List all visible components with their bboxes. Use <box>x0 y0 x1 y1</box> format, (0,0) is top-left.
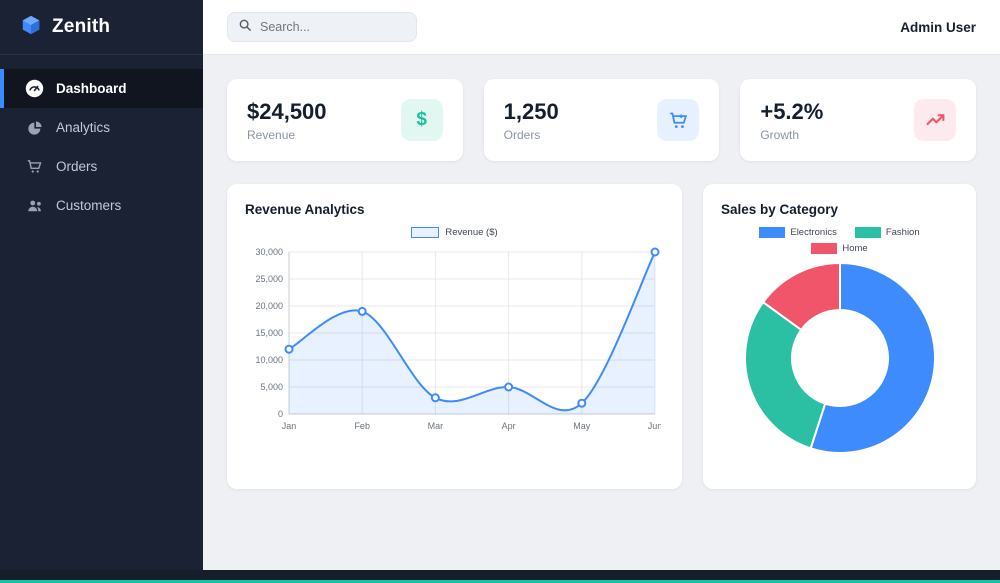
sidebar-nav: Dashboard Analytics <box>0 55 203 225</box>
legend-swatch <box>854 227 881 238</box>
svg-text:Mar: Mar <box>428 421 444 431</box>
dollar-icon: $ <box>400 99 443 141</box>
cart-icon <box>25 158 44 175</box>
revenue-label: Revenue <box>247 127 296 142</box>
legend-label: Revenue ($) <box>445 227 498 238</box>
svg-text:10,000: 10,000 <box>255 355 283 365</box>
donut-chart-title: Sales by Category <box>721 202 839 217</box>
stat-card-revenue: $24,500 Revenue $ <box>227 79 463 161</box>
brand-cube-icon <box>20 14 42 41</box>
donut-chart-wrap <box>721 258 958 458</box>
legend-swatch <box>411 227 440 238</box>
search-icon <box>238 18 252 37</box>
search-input[interactable] <box>260 20 400 34</box>
pie-chart-icon <box>25 120 44 136</box>
dashboard-gauge-icon <box>25 79 44 98</box>
footer-bar <box>0 570 1000 583</box>
stat-card-orders: 1,250 Orders <box>483 79 720 161</box>
people-icon <box>25 197 44 215</box>
topbar: Admin User <box>203 0 1000 55</box>
sidebar-item-label: Orders <box>56 159 98 174</box>
svg-text:20,000: 20,000 <box>255 301 283 311</box>
sidebar-item-analytics[interactable]: Analytics <box>0 108 203 147</box>
revenue-line-chart: 0 5,000 10,000 15,000 20,000 25,000 30,000 Jan F… <box>255 247 662 431</box>
growth-value: +5.2% <box>760 98 824 124</box>
trend-up-icon <box>914 99 957 141</box>
sidebar-item-label: Analytics <box>56 120 111 135</box>
legend-label: Fashion <box>885 227 920 238</box>
stat-cards-row: $24,500 Revenue $ 1,250 Orders <box>227 79 977 161</box>
legend-item-electronics[interactable]: Electronics <box>759 227 837 238</box>
orders-label: Orders <box>503 127 541 142</box>
svg-text:15,000: 15,000 <box>255 328 283 338</box>
sidebar-item-dashboard[interactable]: Dashboard <box>0 69 203 108</box>
svg-text:May: May <box>573 421 591 431</box>
sales-doughnut-chart <box>743 261 936 454</box>
legend-swatch <box>811 243 838 254</box>
brand-name: Zenith <box>52 16 111 37</box>
cart-icon <box>657 99 700 141</box>
orders-value: 1,250 <box>503 98 559 124</box>
sidebar-item-orders[interactable]: Orders <box>0 147 203 186</box>
stat-card-growth: +5.2% Growth <box>740 79 977 161</box>
legend-item-fashion[interactable]: Fashion <box>854 227 920 238</box>
user-menu[interactable]: Admin User <box>900 19 976 35</box>
sales-category-card: Sales by Category Electronics Fashion Ho… <box>703 184 976 489</box>
revenue-analytics-card: Revenue Analytics Revenue ($) 0 5,000 10,0… <box>227 184 682 489</box>
line-chart-legend[interactable]: Revenue ($) <box>245 227 664 238</box>
search-box[interactable] <box>227 12 417 42</box>
sidebar-item-label: Dashboard <box>56 81 127 96</box>
main-content: $24,500 Revenue $ 1,250 Orders <box>203 55 1000 570</box>
brand: Zenith <box>0 0 203 55</box>
legend-swatch <box>759 227 786 238</box>
svg-text:30,000: 30,000 <box>255 247 283 257</box>
sidebar-item-label: Customers <box>56 198 122 213</box>
sidebar: Zenith Dashboard <box>0 0 203 583</box>
line-chart-title: Revenue Analytics <box>245 202 365 217</box>
svg-text:Jun: Jun <box>648 421 661 431</box>
svg-text:5,000: 5,000 <box>260 382 283 392</box>
svg-text:Jan: Jan <box>282 421 297 431</box>
donut-chart-legend: Electronics Fashion Home <box>735 227 945 254</box>
charts-row: Revenue Analytics Revenue ($) 0 5,000 10,0… <box>227 184 976 489</box>
legend-item-home[interactable]: Home <box>811 243 868 254</box>
sidebar-item-customers[interactable]: Customers <box>0 186 203 225</box>
svg-text:0: 0 <box>278 409 283 419</box>
svg-text:25,000: 25,000 <box>255 274 283 284</box>
revenue-value: $24,500 <box>247 98 327 124</box>
legend-label: Home <box>842 243 868 254</box>
growth-label: Growth <box>760 127 800 142</box>
svg-text:Apr: Apr <box>502 421 516 431</box>
legend-label: Electronics <box>790 227 837 238</box>
svg-text:Feb: Feb <box>354 421 370 431</box>
